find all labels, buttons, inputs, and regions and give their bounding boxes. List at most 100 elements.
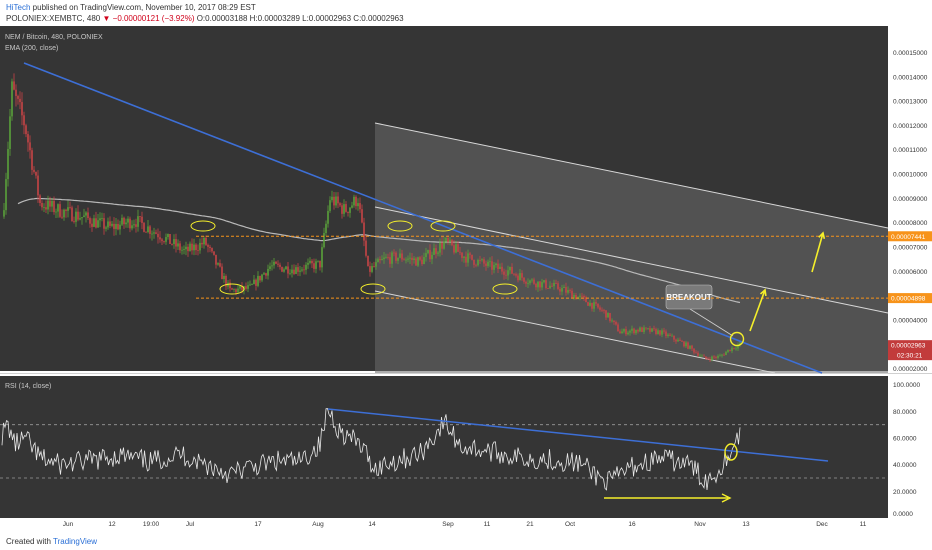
candle-body	[663, 330, 665, 332]
candle-body	[465, 256, 467, 263]
candle-body	[709, 358, 711, 361]
candle-body	[557, 283, 559, 289]
rsi-trendline	[327, 408, 829, 462]
candle-body	[551, 285, 553, 287]
candle-body	[587, 302, 589, 306]
rsi-title: RSI (14, close)	[5, 383, 51, 390]
candle-body	[205, 237, 207, 245]
candle-body	[447, 237, 449, 242]
candle-body	[493, 265, 495, 270]
candle-body	[621, 331, 623, 334]
candle-body	[263, 273, 265, 275]
rsi-tick-label: 20.0000	[893, 489, 917, 496]
candle-body	[713, 356, 715, 358]
candle-body	[193, 244, 195, 251]
candle-body	[505, 274, 507, 276]
time-tick-label: Jul	[186, 521, 195, 528]
candle-body	[575, 295, 577, 300]
candle-body	[57, 204, 59, 212]
chart-canvas[interactable]: BREAKOUT 0.00015000 0.00014000 0.00013000 0…	[0, 26, 932, 533]
candle-body	[543, 280, 545, 283]
level-badge-label: 0.00007441	[891, 234, 926, 241]
candle-body	[363, 222, 365, 241]
candle-body	[635, 329, 637, 334]
time-tick-label: 12	[108, 521, 116, 528]
last-price-label: 0.00002963	[891, 343, 926, 350]
candle-body	[267, 268, 269, 276]
candle-body	[35, 171, 37, 176]
candle-body	[471, 254, 473, 260]
candle-body	[101, 218, 103, 219]
rsi-breakout-marker	[724, 443, 738, 461]
candle-body	[729, 349, 731, 352]
candle-body	[145, 231, 147, 233]
breakout-circle-marker	[729, 331, 745, 347]
candle-body	[723, 354, 725, 356]
candle-body	[495, 263, 497, 266]
candle-body	[87, 212, 89, 219]
candle-body	[305, 264, 307, 270]
candle-body	[449, 239, 451, 242]
arrow-markers	[749, 231, 826, 332]
candle-body	[361, 209, 363, 223]
candle-body	[489, 261, 491, 263]
candle-body	[619, 331, 621, 334]
candle-body	[223, 275, 225, 280]
candle-body	[385, 256, 387, 258]
author-link[interactable]: HiTech	[6, 3, 31, 12]
candle-body	[215, 254, 217, 265]
candle-body	[395, 252, 397, 261]
candle-body	[313, 263, 315, 269]
candle-body	[169, 233, 171, 244]
candle-body	[99, 218, 101, 221]
candle-body	[561, 287, 563, 292]
candle-body	[279, 264, 281, 267]
candle-body	[323, 233, 325, 248]
price-tick-label: 0.00008000	[893, 220, 928, 227]
candle-body	[203, 237, 205, 245]
candle-body	[455, 244, 457, 253]
candle-body	[3, 210, 5, 217]
candle-body	[287, 266, 289, 274]
candle-body	[679, 339, 681, 341]
candle-body	[157, 233, 159, 238]
candle-body	[159, 237, 161, 240]
price-scale-bg	[888, 26, 932, 371]
candle-body	[647, 328, 649, 330]
candle-body	[95, 218, 97, 228]
candle-body	[85, 212, 87, 216]
price-tick-label: 0.00009000	[893, 196, 928, 203]
candlestick-series	[3, 73, 741, 363]
candle-body	[431, 254, 433, 260]
change-label: ▼ −0.00000121 (−3.92%)	[102, 14, 195, 23]
candle-body	[247, 285, 249, 289]
candle-body	[591, 302, 593, 309]
candle-body	[5, 179, 7, 211]
candle-body	[261, 274, 263, 281]
candle-body	[281, 266, 283, 272]
candle-body	[717, 355, 719, 358]
candle-body	[475, 264, 477, 266]
candle-body	[669, 334, 671, 336]
candle-body	[23, 115, 25, 126]
candle-body	[599, 307, 601, 310]
candle-body	[721, 354, 723, 356]
candle-body	[611, 320, 613, 322]
candle-body	[411, 257, 413, 261]
time-tick-label: 19:00	[143, 521, 160, 528]
candle-body	[601, 309, 603, 311]
candle-body	[257, 275, 259, 286]
candle-body	[47, 200, 49, 210]
candle-body	[445, 237, 447, 242]
candle-body	[15, 89, 17, 96]
candle-body	[535, 283, 537, 288]
candle-body	[207, 244, 209, 247]
tradingview-logo-text[interactable]: TradingView	[53, 537, 98, 546]
candle-body	[165, 237, 167, 242]
candle-body	[139, 216, 141, 217]
published-text: published on TradingView.com, November 1…	[30, 3, 256, 12]
time-tick-label: Jun	[63, 521, 74, 528]
candle-body	[569, 290, 571, 291]
candle-body	[633, 328, 635, 334]
candle-body	[441, 242, 443, 249]
